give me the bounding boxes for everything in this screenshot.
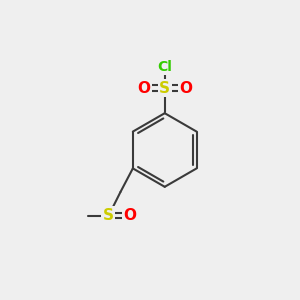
Text: Cl: Cl [157,60,172,74]
Text: O: O [124,208,137,223]
Text: S: S [103,208,114,223]
Text: O: O [179,81,192,96]
Text: O: O [137,81,150,96]
Text: S: S [159,81,170,96]
